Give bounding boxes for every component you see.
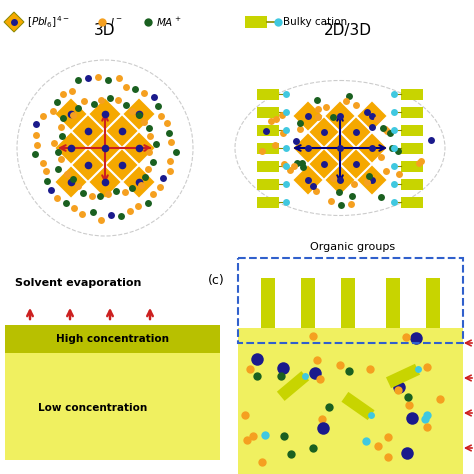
- Text: 3D: 3D: [94, 23, 116, 38]
- Polygon shape: [341, 392, 374, 420]
- Polygon shape: [257, 143, 279, 154]
- Polygon shape: [301, 278, 315, 328]
- Polygon shape: [123, 166, 155, 198]
- Polygon shape: [357, 165, 387, 195]
- Polygon shape: [55, 98, 87, 130]
- Text: High concentration: High concentration: [56, 334, 169, 344]
- Polygon shape: [309, 149, 339, 179]
- Polygon shape: [106, 149, 138, 181]
- Polygon shape: [55, 166, 87, 198]
- Polygon shape: [4, 12, 24, 32]
- Text: Solvent evaporation: Solvent evaporation: [15, 278, 141, 288]
- Polygon shape: [341, 117, 371, 147]
- Polygon shape: [401, 125, 423, 136]
- Bar: [238, 258, 463, 343]
- Polygon shape: [401, 107, 423, 118]
- Polygon shape: [277, 371, 309, 401]
- Polygon shape: [401, 89, 423, 100]
- Polygon shape: [261, 278, 275, 328]
- Polygon shape: [309, 117, 339, 147]
- Polygon shape: [426, 278, 440, 328]
- Polygon shape: [89, 166, 121, 198]
- Polygon shape: [257, 125, 279, 136]
- Polygon shape: [325, 101, 355, 131]
- Text: Low concentration: Low concentration: [38, 403, 147, 413]
- Text: $[PbI_6]^{4-}$: $[PbI_6]^{4-}$: [27, 14, 69, 30]
- Polygon shape: [257, 161, 279, 172]
- Polygon shape: [55, 132, 87, 164]
- Polygon shape: [257, 89, 279, 100]
- Polygon shape: [123, 132, 155, 164]
- Polygon shape: [401, 161, 423, 172]
- Polygon shape: [89, 132, 121, 164]
- Polygon shape: [89, 98, 121, 130]
- Text: 2D/3D: 2D/3D: [324, 23, 372, 38]
- Polygon shape: [5, 325, 220, 353]
- Polygon shape: [123, 98, 155, 130]
- Polygon shape: [386, 278, 400, 328]
- Polygon shape: [72, 149, 104, 181]
- Polygon shape: [245, 16, 267, 28]
- Polygon shape: [341, 149, 371, 179]
- Polygon shape: [5, 353, 220, 460]
- Text: $I^-$: $I^-$: [110, 16, 123, 28]
- Polygon shape: [238, 328, 463, 474]
- Polygon shape: [341, 278, 355, 328]
- Polygon shape: [401, 143, 423, 154]
- Polygon shape: [257, 197, 279, 208]
- Text: (c): (c): [208, 274, 224, 287]
- Polygon shape: [401, 197, 423, 208]
- Polygon shape: [325, 133, 355, 163]
- Text: Bulky cation: Bulky cation: [283, 17, 347, 27]
- Polygon shape: [325, 165, 355, 195]
- Polygon shape: [293, 101, 323, 131]
- Polygon shape: [106, 115, 138, 147]
- Text: $MA^+$: $MA^+$: [156, 16, 182, 28]
- Polygon shape: [357, 101, 387, 131]
- Polygon shape: [401, 179, 423, 190]
- Text: Organic groups: Organic groups: [310, 242, 396, 252]
- Polygon shape: [257, 179, 279, 190]
- Polygon shape: [293, 165, 323, 195]
- Polygon shape: [293, 133, 323, 163]
- Polygon shape: [72, 115, 104, 147]
- Polygon shape: [238, 258, 463, 328]
- Polygon shape: [357, 133, 387, 163]
- Polygon shape: [257, 107, 279, 118]
- Polygon shape: [386, 364, 420, 388]
